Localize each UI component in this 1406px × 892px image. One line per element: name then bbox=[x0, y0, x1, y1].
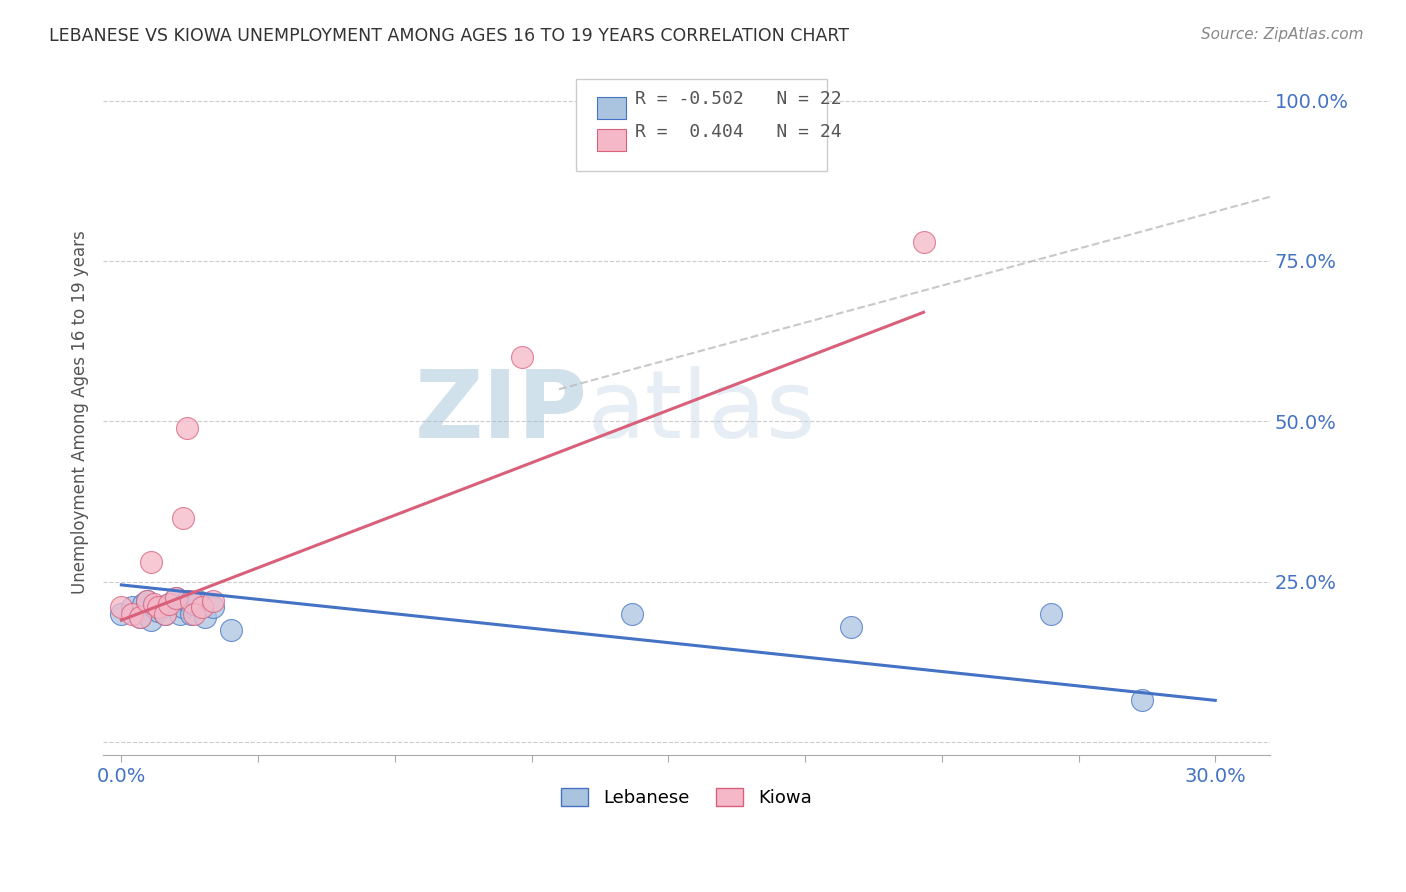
Lebanese bbox=[187, 594, 209, 608]
Y-axis label: Unemployment Among Ages 16 to 19 years: Unemployment Among Ages 16 to 19 years bbox=[72, 230, 89, 593]
Text: LEBANESE VS KIOWA UNEMPLOYMENT AMONG AGES 16 TO 19 YEARS CORRELATION CHART: LEBANESE VS KIOWA UNEMPLOYMENT AMONG AGE… bbox=[49, 27, 849, 45]
Lebanese bbox=[157, 597, 180, 611]
Lebanese bbox=[139, 613, 162, 627]
Kiowa bbox=[176, 421, 198, 435]
Kiowa bbox=[128, 610, 150, 624]
Kiowa bbox=[139, 556, 162, 570]
Text: atlas: atlas bbox=[588, 366, 815, 458]
Kiowa bbox=[157, 597, 180, 611]
Kiowa bbox=[153, 607, 176, 621]
Lebanese bbox=[132, 597, 155, 611]
Lebanese bbox=[135, 594, 157, 608]
Text: ZIP: ZIP bbox=[415, 366, 588, 458]
Text: R = -0.502   N = 22: R = -0.502 N = 22 bbox=[636, 90, 842, 109]
Lebanese bbox=[194, 610, 217, 624]
Lebanese bbox=[172, 600, 194, 615]
Kiowa bbox=[912, 235, 935, 249]
Kiowa bbox=[172, 510, 194, 524]
Lebanese bbox=[165, 591, 187, 605]
Kiowa bbox=[201, 594, 224, 608]
Lebanese bbox=[839, 619, 862, 633]
Text: Source: ZipAtlas.com: Source: ZipAtlas.com bbox=[1201, 27, 1364, 42]
FancyBboxPatch shape bbox=[596, 96, 626, 119]
Kiowa bbox=[190, 600, 212, 615]
Kiowa bbox=[183, 607, 205, 621]
Kiowa bbox=[675, 120, 697, 134]
Lebanese bbox=[176, 594, 198, 608]
Lebanese bbox=[183, 597, 205, 611]
Lebanese bbox=[169, 607, 191, 621]
Kiowa bbox=[512, 350, 534, 364]
Kiowa bbox=[135, 594, 157, 608]
Kiowa bbox=[146, 600, 169, 615]
Lebanese bbox=[146, 603, 169, 617]
Kiowa bbox=[165, 591, 187, 605]
Lebanese bbox=[121, 600, 143, 615]
Kiowa bbox=[110, 600, 132, 615]
Lebanese bbox=[153, 607, 176, 621]
FancyBboxPatch shape bbox=[596, 129, 626, 151]
Lebanese bbox=[128, 610, 150, 624]
Lebanese bbox=[1130, 693, 1153, 707]
FancyBboxPatch shape bbox=[575, 78, 827, 171]
Kiowa bbox=[121, 607, 143, 621]
Lebanese bbox=[180, 607, 202, 621]
Kiowa bbox=[143, 597, 166, 611]
Text: R =  0.404   N = 24: R = 0.404 N = 24 bbox=[636, 123, 842, 141]
Legend: Lebanese, Kiowa: Lebanese, Kiowa bbox=[554, 780, 818, 814]
Kiowa bbox=[180, 594, 202, 608]
Lebanese bbox=[1040, 607, 1063, 621]
Lebanese bbox=[219, 623, 242, 637]
Lebanese bbox=[201, 600, 224, 615]
Lebanese bbox=[620, 607, 643, 621]
Lebanese bbox=[143, 600, 166, 615]
Lebanese bbox=[110, 607, 132, 621]
Lebanese bbox=[150, 600, 173, 615]
